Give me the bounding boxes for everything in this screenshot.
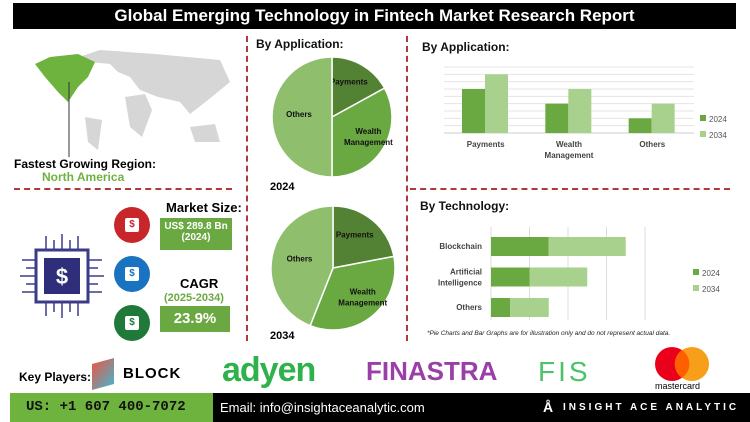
chip-coin-green-icon: $ — [114, 305, 150, 341]
bar — [491, 298, 511, 317]
chip-coin-red-icon: $ — [114, 207, 150, 243]
category-label: Artificial — [450, 268, 482, 277]
bar — [510, 298, 549, 317]
bar — [491, 237, 549, 256]
cagr-value: 23.9% — [160, 306, 230, 332]
region-label: Fastest Growing Region: — [14, 157, 157, 171]
pie-slice — [271, 56, 333, 178]
category-label: Others — [639, 140, 665, 149]
pie-label: Wealth — [355, 127, 381, 136]
world-map — [35, 50, 230, 157]
bar — [651, 103, 675, 133]
category-label: Blockchain — [439, 242, 482, 251]
bar — [545, 103, 569, 133]
insight-ace-logo-icon: Å — [543, 399, 554, 415]
pie-slice — [331, 56, 386, 119]
market-size-label: Market Size: — [166, 200, 242, 215]
divider — [406, 36, 408, 341]
pie-slice — [309, 255, 396, 331]
category-label: Payments — [467, 140, 505, 149]
legend-label: 2034 — [702, 285, 720, 294]
cagr-period: (2025-2034) — [164, 292, 224, 304]
bar — [568, 89, 592, 133]
market-size-box: US$ 289.8 Bn (2024) — [160, 218, 232, 250]
bar — [529, 267, 588, 287]
pie-label: Others — [286, 110, 312, 119]
market-size-value: US$ 289.8 Bn — [164, 221, 228, 232]
legend-label: 2024 — [702, 269, 720, 278]
tech-title: By Technology: — [420, 199, 510, 213]
legend-swatch — [693, 269, 699, 275]
category-label: Others — [456, 303, 482, 312]
block-logo: BLOCK — [123, 365, 182, 382]
divider — [246, 36, 248, 341]
finastra-logo: FINASTRA — [366, 356, 498, 386]
north-america-highlight — [35, 54, 95, 102]
disclaimer-note: *Pie Charts and Bar Graphs are for illus… — [427, 330, 671, 337]
bar — [485, 74, 508, 133]
svg-text:$: $ — [56, 264, 68, 289]
pie-year-2034: 2034 — [270, 330, 295, 342]
block-logo-icon — [92, 358, 114, 390]
divider — [14, 188, 232, 190]
bar — [628, 118, 652, 133]
chip-coin-blue-icon: $ — [114, 256, 150, 292]
technology-bar-chart: Blockchain Artificial Intelligence Others 20… — [438, 227, 720, 320]
pie-title: By Application: — [256, 37, 344, 51]
adyen-logo: adyen — [222, 351, 316, 389]
category-label: Intelligence — [438, 279, 483, 288]
footer-phone[interactable]: US: +1 607 400-7072 — [10, 393, 213, 422]
pie-year-2024: 2024 — [270, 181, 295, 193]
legend-swatch — [700, 131, 706, 137]
pie-label: Wealth — [350, 287, 376, 296]
pie-slice — [331, 87, 393, 178]
legend-swatch — [700, 115, 706, 121]
report-title: Global Emerging Technology in Fintech Ma… — [13, 3, 736, 29]
footer-brand: INSIGHT ACE ANALYTIC — [563, 402, 740, 413]
key-players-label: Key Players: — [19, 370, 92, 384]
category-label: Management — [545, 151, 594, 160]
chip-dollar-icon: $ — [20, 234, 104, 318]
mastercard-logo-icon — [655, 347, 709, 381]
pie-label: Payments — [330, 78, 368, 87]
fis-logo: FIS — [538, 356, 591, 387]
legend-label: 2024 — [709, 115, 727, 124]
mastercard-logo: mastercard — [655, 381, 701, 391]
footer-email[interactable]: Email: info@insightaceanalytic.com — [220, 400, 425, 415]
market-size-year: (2024) — [181, 232, 211, 243]
pie-label: Management — [338, 298, 387, 307]
pie-slice — [332, 205, 395, 269]
bar-title: By Application: — [422, 40, 510, 54]
pie-slice — [270, 205, 334, 327]
category-label: Wealth — [556, 140, 582, 149]
pie-label: Payments — [336, 231, 374, 240]
bar — [491, 267, 530, 287]
bar — [548, 237, 626, 256]
legend-swatch — [693, 285, 699, 291]
application-bar-chart: Payments Wealth Management Others 2024 2034 — [444, 66, 727, 160]
region-value: North America — [42, 170, 125, 184]
pie-label: Others — [287, 255, 313, 264]
pie-label: Management — [344, 138, 393, 147]
divider — [410, 188, 730, 190]
legend-label: 2034 — [709, 131, 727, 140]
pie-charts: Payments Wealth Management Others Payments We… — [270, 56, 396, 331]
bar — [462, 89, 485, 133]
footer-bar: Email: info@insightaceanalytic.com Å INS… — [213, 393, 750, 422]
cagr-label: CAGR — [180, 276, 219, 291]
